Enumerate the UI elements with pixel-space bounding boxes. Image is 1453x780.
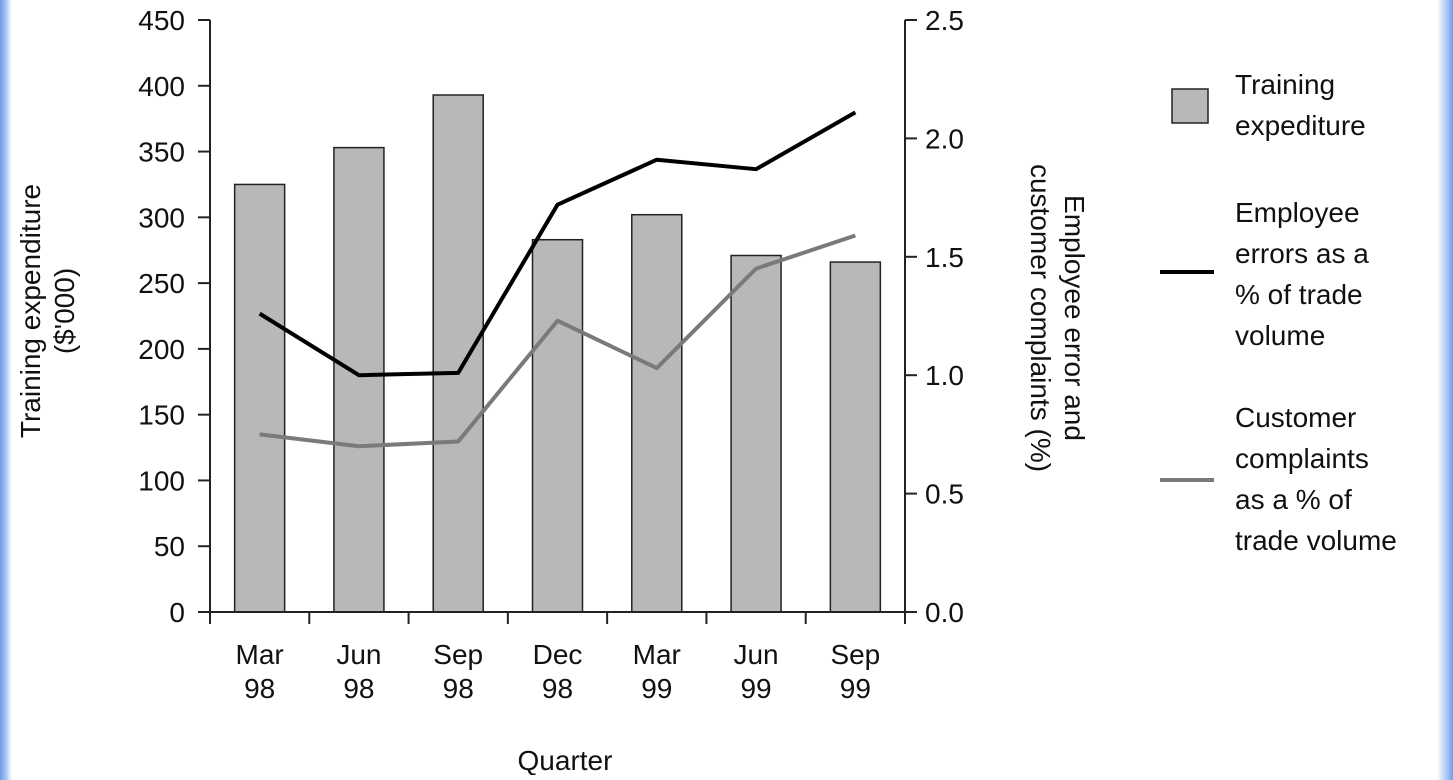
legend-label-line: complaints <box>1235 443 1369 474</box>
x-tick-label-3: Dec 98 <box>533 639 583 704</box>
legend-label-line: as a % of <box>1235 484 1352 515</box>
right-tick-label-1: 0.5 <box>925 479 964 510</box>
x-tick-label-line: 98 <box>542 673 573 704</box>
bar-0 <box>233 183 286 613</box>
right-tick-label-0: 0.0 <box>925 597 964 628</box>
left-tick-label-1: 50 <box>154 531 185 562</box>
legend-label-line-0: Employee errors as a % of trade volume <box>1235 197 1369 351</box>
left-tick-label-6: 300 <box>138 202 185 233</box>
x-tick-label-2: Sep 98 <box>433 639 483 704</box>
legend-label-line: Customer <box>1235 402 1356 433</box>
left-tick-label-2: 100 <box>138 465 185 496</box>
x-tick-label-line: Mar <box>633 639 681 670</box>
left-axis-title-line: Training expenditure <box>15 184 46 438</box>
bar-3 <box>531 238 584 613</box>
x-tick-label-line: 98 <box>443 673 474 704</box>
legend-label-line-1: Customer complaints as a % of trade volume <box>1235 402 1397 556</box>
legend-label-line: volume <box>1235 320 1325 351</box>
x-tick-label-5: Jun 99 <box>733 639 778 704</box>
lines-layer <box>258 110 857 449</box>
x-tick-label-4: Mar 99 <box>633 639 681 704</box>
legend-label-bar: Training expediture <box>1235 69 1366 141</box>
left-tick-label-8: 400 <box>138 71 185 102</box>
x-tick-label-line: 99 <box>641 673 672 704</box>
legend-swatch-bar <box>1171 88 1209 124</box>
right-axis-title: Employee error andcustomer complaints (%… <box>1025 164 1090 472</box>
right-axis-title-line: customer complaints (%) <box>1025 164 1056 472</box>
x-tick-label-6: Sep 99 <box>830 639 880 704</box>
left-tick-label-9: 450 <box>138 5 185 36</box>
x-tick-label-line: 98 <box>244 673 275 704</box>
series-line-1 <box>259 233 856 449</box>
x-tick-label-line: Dec <box>533 639 583 670</box>
left-axis-title-line: ($'000) <box>49 268 80 354</box>
legend-label-line: trade volume <box>1235 525 1397 556</box>
x-tick-label-line: Jun <box>336 639 381 670</box>
x-tick-label-line: 99 <box>840 673 871 704</box>
left-tick-label-4: 200 <box>138 334 185 365</box>
legend-label-line: % of trade <box>1235 279 1363 310</box>
x-tick-label-line: Jun <box>733 639 778 670</box>
x-axis-title: Quarter <box>518 745 613 775</box>
series-line-0 <box>258 110 857 378</box>
right-tick-label-5: 2.5 <box>925 5 964 36</box>
x-tick-label-line: Sep <box>830 639 880 670</box>
left-tick-label-7: 350 <box>138 137 185 168</box>
legend-label-line: expediture <box>1235 110 1366 141</box>
right-tick-label-3: 1.5 <box>925 242 964 273</box>
x-tick-label-1: Jun 98 <box>336 639 381 704</box>
legend-label-line: errors as a <box>1235 238 1369 269</box>
x-tick-label-line: 98 <box>343 673 374 704</box>
bar-2 <box>432 94 484 613</box>
legend-label-line: Training <box>1235 69 1335 100</box>
x-tick-label-line: Mar <box>236 639 284 670</box>
bar-1 <box>333 146 385 613</box>
right-tick-label-4: 2.0 <box>925 123 964 154</box>
legend-label-line: Employee <box>1235 197 1360 228</box>
legend: Training expediture Employee errors as a % o… <box>1160 69 1397 556</box>
left-axis-title: Training expenditure ($'000) <box>15 184 80 438</box>
axes-layer <box>198 19 917 624</box>
bar-4 <box>631 213 683 613</box>
x-tick-label-line: 99 <box>740 673 771 704</box>
bars-layer <box>233 94 882 613</box>
left-tick-label-0: 0 <box>169 597 185 628</box>
x-tick-label-0: Mar 98 <box>236 639 284 704</box>
left-tick-label-3: 150 <box>138 400 185 431</box>
right-tick-label-2: 1.0 <box>925 360 964 391</box>
right-axis-title-line: Employee error and <box>1059 195 1090 441</box>
bar-6 <box>829 261 882 613</box>
labels-layer: 0 50 100 150 200 250 300 350 400 450 0.0 0.5 1.0 1.5 2… <box>15 5 1090 776</box>
left-tick-label-5: 250 <box>138 268 185 299</box>
x-tick-label-line: Sep <box>433 639 483 670</box>
bar-5 <box>730 254 782 613</box>
